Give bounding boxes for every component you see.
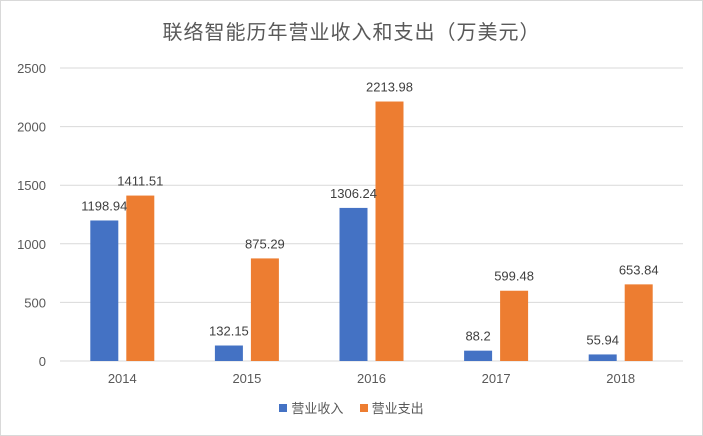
y-tick-label: 2000 — [17, 120, 46, 135]
bar-expense-2015 — [250, 258, 279, 361]
x-tick-label: 2018 — [606, 371, 635, 386]
bar-expense-2014 — [126, 195, 155, 361]
y-tick-label: 0 — [39, 354, 46, 369]
y-tick-label: 1000 — [17, 237, 46, 252]
chart-title: 联络智能历年营业收入和支出（万美元） — [162, 20, 541, 44]
label-expense-2014: 1411.51 — [117, 174, 163, 189]
label-revenue-2014: 1198.94 — [81, 198, 127, 213]
bar-revenue-2018 — [588, 354, 617, 361]
bar-revenue-2016 — [339, 207, 368, 361]
y-tick-label: 500 — [24, 295, 46, 310]
y-tick-label: 2500 — [17, 61, 46, 76]
x-tick-label: 2014 — [108, 371, 137, 386]
x-tick-label: 2015 — [232, 371, 261, 386]
legend-label-revenue: 营业收入 — [291, 402, 344, 417]
bars — [90, 101, 653, 361]
legend-label-expense: 营业支出 — [371, 402, 424, 417]
legend-swatch-revenue — [279, 403, 288, 412]
bar-expense-2018 — [624, 284, 653, 361]
x-axis: 2014 2015 2016 2017 2018 — [108, 371, 635, 386]
label-expense-2016: 2213.98 — [366, 80, 413, 95]
y-axis: 0 500 1000 1500 2000 2500 — [17, 61, 46, 369]
legend-item-expense: 营业支出 — [359, 398, 424, 417]
label-expense-2018: 653.84 — [619, 262, 659, 277]
legend-swatch-expense — [359, 403, 368, 412]
label-revenue-2016: 1306.24 — [330, 186, 377, 201]
bar-revenue-2015 — [214, 345, 243, 361]
bar-revenue-2014 — [90, 220, 119, 361]
x-tick-label: 2017 — [482, 371, 511, 386]
bar-expense-2016 — [375, 101, 404, 361]
legend-item-revenue: 营业收入 — [279, 398, 343, 417]
legend: 营业收入 营业支出 — [0, 398, 703, 417]
gridlines — [60, 67, 683, 362]
x-tick-label: 2016 — [357, 371, 386, 386]
label-revenue-2015: 132.15 — [209, 324, 249, 339]
bar-revenue-2017 — [464, 350, 493, 361]
label-expense-2015: 875.29 — [245, 236, 285, 251]
label-expense-2017: 599.48 — [494, 269, 534, 284]
label-revenue-2017: 88.2 — [465, 329, 490, 344]
data-labels: 1198.94 1411.51 132.15 875.29 1306.24 2213.98… — [81, 80, 658, 348]
label-revenue-2018: 55.94 — [586, 332, 619, 347]
bar-expense-2017 — [500, 290, 529, 361]
y-tick-label: 1500 — [17, 178, 46, 193]
